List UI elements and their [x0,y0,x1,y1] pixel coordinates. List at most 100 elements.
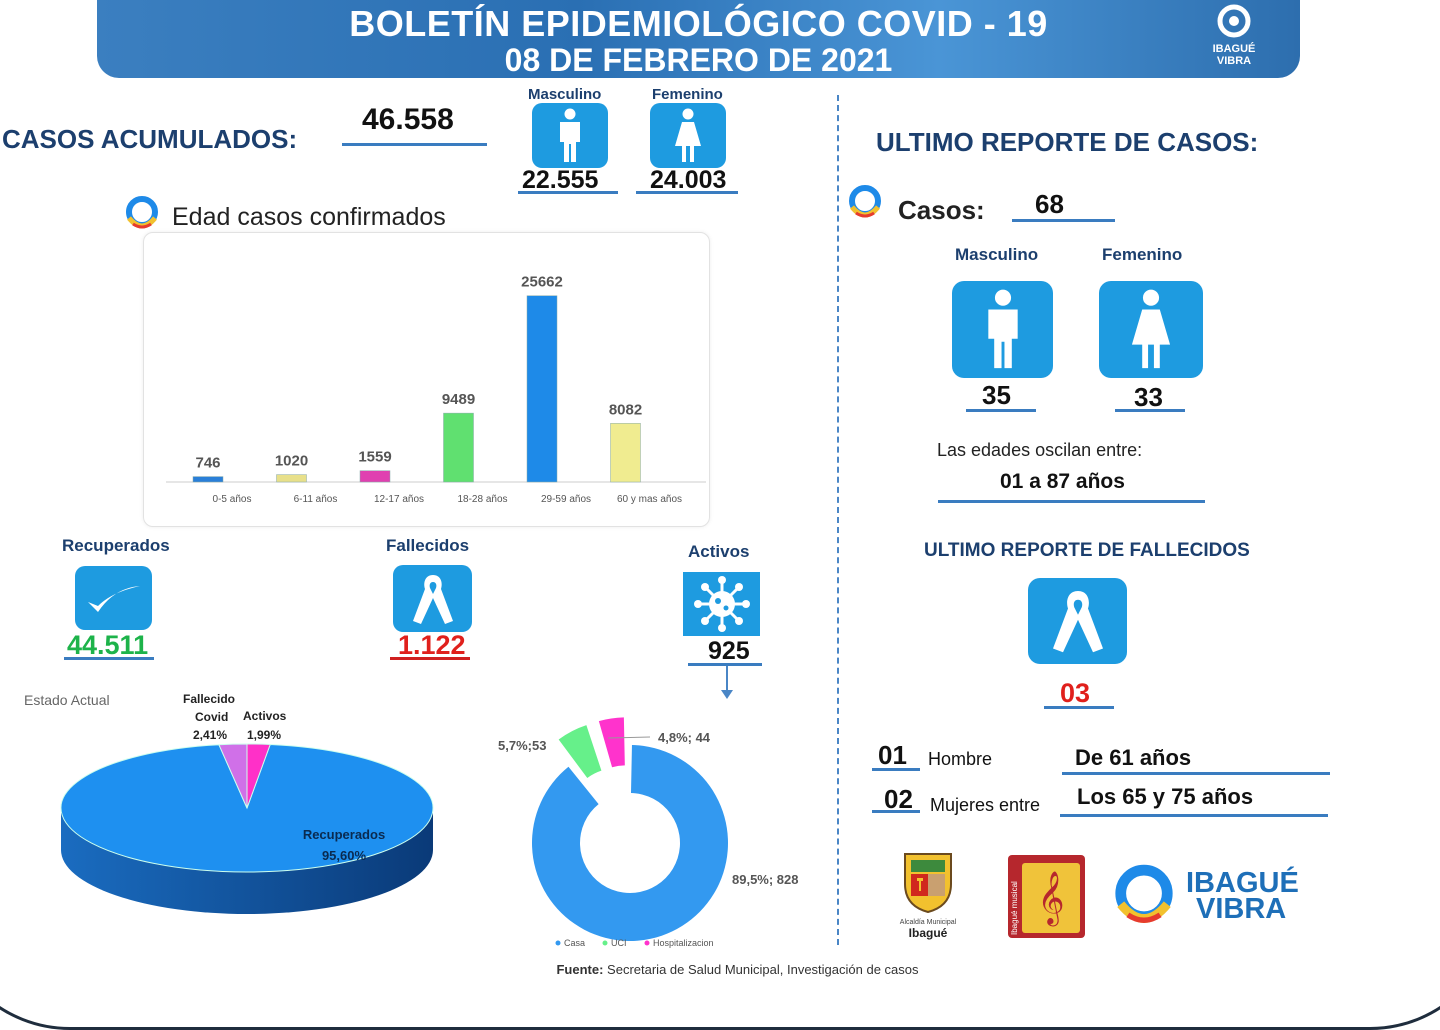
underline [1044,706,1114,709]
underline [938,500,1205,503]
female-icon [1099,281,1203,378]
female-label: Femenino [1102,245,1183,264]
female-value: 24.003 [650,166,727,194]
underline [64,657,154,660]
fallecido-row-detail: Los 65 y 75 años [1077,784,1254,809]
pie-value-label: 2,41% [193,728,227,742]
vibra-logo-icon [849,185,881,218]
brand-text-1: IBAGUÉ [1186,867,1299,899]
divider [837,95,839,945]
fallecido-row-count: 02 [884,784,913,814]
ibague-vibra-logo: IBAGUÉ VIBRA [1205,4,1263,74]
arrow-down-icon [721,666,733,699]
bar-12-17-años [359,470,391,483]
fallecidos-value: 1.122 [398,630,466,660]
underline [390,657,470,660]
bar-18-28-años [443,412,474,483]
legend-marker [602,940,608,946]
bulletin-date: 08 DE FEBRERO DE 2021 [504,42,893,78]
casos-acumulados-value: 46.558 [362,103,454,136]
pie-title: Estado Actual [24,692,110,708]
bar-60-y-mas-años [610,423,641,483]
ultimo-reporte-title: ULTIMO REPORTE DE CASOS: [876,127,1259,157]
pie-label: Recuperados [303,827,385,842]
bar-29-59-años [526,295,558,483]
pie-value-label: 1,99% [247,728,281,742]
footer-source: Fuente: Secretaria de Salud Municipal, I… [0,962,1440,977]
male-value: 35 [982,380,1011,410]
x-tick-label: 0-5 años [213,494,252,505]
musical-text: Ibagué musical [1010,881,1019,935]
underline [1060,814,1328,817]
underline [872,810,920,813]
recuperados-value: 44.511 [67,630,149,660]
fallecidos-reporte-value: 03 [1060,678,1091,708]
fallecido-row-label: Mujeres entre [930,795,1041,815]
ultimo-fallecidos-title: ULTIMO REPORTE DE FALLECIDOS [924,540,1250,561]
fallecido-row-detail: De 61 años [1075,745,1192,770]
ribbon-icon [1028,578,1127,664]
bar-chart-svg: 746 0-5 años 1020 6-11 años 1559 12-17 años 94… [166,274,706,505]
donut-value-label: 5,7%;53 [498,738,546,753]
bar-6-11-años [276,474,307,483]
bar-0-5-años [192,476,224,483]
donut-slice-Casa [532,745,728,941]
fallecido-row-label: Hombre [928,749,993,769]
footer-label: Fuente: [556,962,604,977]
x-tick-label: 60 y mas años [617,494,682,505]
x-tick-label: 12-17 años [374,494,424,505]
donut-value-label: 4,8%; 44 [658,730,711,745]
leader-line [607,736,651,739]
female-icon [650,103,726,168]
male-value: 22.555 [522,166,599,194]
ribbon-icon [393,565,472,632]
casos-acumulados-label: CASOS ACUMULADOS: [2,124,298,154]
brand-text-2: VIBRA [1196,893,1287,925]
check-icon [75,566,152,630]
alcaldia-text: Alcaldía Municipal [899,919,957,926]
vibra-logo-icon [126,196,158,229]
legend-label: Casa [564,938,585,948]
legend-label: Hospitalizacion [653,938,714,948]
ibague-vibra-brand: IBAGUÉ VIBRA [1110,863,1305,933]
bar-value-label: 25662 [521,274,563,291]
underline [1115,409,1185,412]
header-banner: BOLETÍN EPIDEMIOLÓGICO COVID - 19 08 DE … [97,0,1300,78]
vibra-swirl-icon [1217,4,1251,38]
male-label: Masculino [528,86,602,103]
casos-label: Casos: [898,195,985,225]
bar-value-label: 9489 [442,391,475,408]
virus-icon [683,572,760,636]
pie-slice-Recuperados [60,743,434,873]
underline [518,191,618,194]
pie-label: Fallecido [183,692,235,706]
female-label: Femenino [652,86,723,103]
pie-slice-Activos [246,743,271,809]
legend-marker [555,940,561,946]
musical-logo: 𝄞 Ibagué musical [1008,855,1085,938]
pie-value-label: 95,60% [322,848,367,863]
underline [1062,772,1330,775]
activos-label: Activos [688,542,750,561]
donut-slice-Hospitalizacion [598,717,625,768]
donut-slice-UCI [558,725,602,779]
x-tick-label: 6-11 años [294,494,338,505]
bar-value-label: 8082 [609,401,642,418]
underline [1012,219,1115,222]
age-bar-chart: 746 0-5 años 1020 6-11 años 1559 12-17 años 94… [143,232,710,527]
pie-label: Activos [243,709,287,723]
age-range-value: 01 a 87 años [1000,470,1125,493]
footer-text: Secretaria de Salud Municipal, Investiga… [603,962,919,977]
alcaldia-name: Ibagué [908,926,948,940]
age-section-title: Edad casos confirmados [172,203,446,231]
estado-actual-pie-chart: Estado Actual Fallecido Covid Activos 2,41% 1… [24,692,434,914]
coat-of-arms-icon [904,853,952,914]
underline [966,409,1036,412]
underline [342,143,487,146]
vibra-logo-icon [1115,864,1173,923]
activos-donut-chart: 89,5%; 828 5,7%;53 4,8%; 44 Casa UCI Hospital… [498,717,799,948]
female-value: 33 [1134,382,1163,412]
alcaldia-logo: Alcaldía Municipal Ibagué [885,848,971,940]
underline [636,191,738,194]
male-icon [532,103,608,168]
